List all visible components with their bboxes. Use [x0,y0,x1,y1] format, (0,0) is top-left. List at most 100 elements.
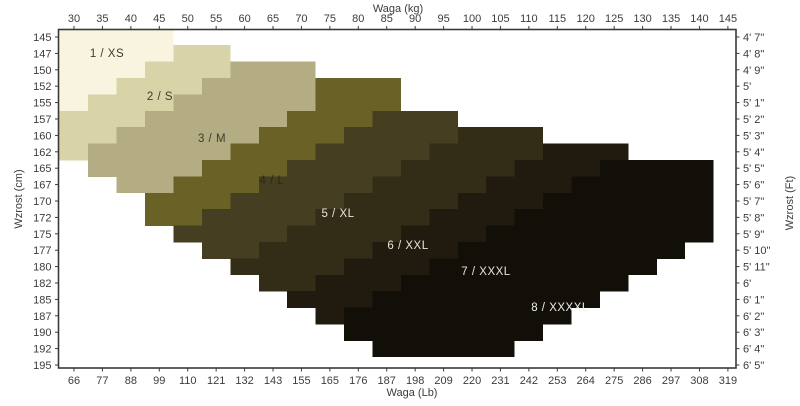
bottom-tick-label: 143 [264,375,282,387]
bottom-tick-label: 253 [548,375,566,387]
bottom-tick-label: 132 [235,375,253,387]
left-tick-label: 187 [33,311,51,323]
region-XXXXL-row-170 [543,192,714,210]
size-label-S: 2 / S [147,91,173,103]
size-label-XXXL: 7 / XXXL [461,266,510,278]
region-XXL-row-172 [315,209,430,226]
region-XXXXL-row-187 [344,307,572,325]
top-tick-label: 85 [381,13,393,25]
region-L-row-155 [315,94,401,112]
top-tick-label: 65 [267,13,279,25]
region-XXXL-row-167 [486,176,572,194]
region-XXXXL-row-177 [457,242,686,259]
region-XXL-row-160 [457,127,544,144]
region-XXXL-row-162 [543,143,629,161]
region-S-row-155 [88,94,174,112]
region-XXXL-row-177 [372,242,458,259]
right-tick-label: 5' 10" [743,245,771,257]
left-tick-label: 165 [33,163,51,175]
top-tick-label: 75 [324,13,336,25]
size-label-M: 3 / M [198,133,226,145]
region-XXL-row-170 [344,192,458,210]
bottom-axis-title: Waga (Lb) [386,387,438,399]
top-tick-label: 70 [295,13,307,25]
bottom-tick-label: 187 [378,375,396,387]
top-tick-label: 115 [549,13,567,25]
left-tick-label: 175 [33,229,51,241]
region-L-row-152 [315,78,401,95]
left-tick-label: 192 [33,344,51,356]
top-tick-label: 95 [437,13,449,25]
region-M-row-157 [145,110,288,128]
bottom-tick-label: 88 [125,375,137,387]
bottom-tick-label: 275 [605,375,623,387]
bottom-tick-label: 176 [349,375,367,387]
top-tick-label: 40 [125,13,137,25]
right-tick-label: 5' 5" [743,163,764,175]
region-S-row-160 [59,127,117,144]
right-tick-label: 5' 9" [743,229,764,241]
top-tick-label: 55 [210,13,222,25]
region-XXL-row-175 [287,225,401,243]
region-M-row-152 [201,78,316,95]
right-tick-label: 5' 1" [743,98,764,110]
region-XXXL-row-165 [514,160,600,177]
right-tick-label: 5' [743,81,751,93]
size-label-L: 4 / L [260,175,285,187]
region-XXXXL-row-180 [429,258,657,276]
region-XXXL-row-180 [344,258,430,276]
region-XXL-row-180 [230,258,345,276]
region-M-row-155 [173,94,316,112]
left-tick-label: 145 [33,32,51,44]
bottom-tick-label: 165 [321,375,339,387]
right-tick-label: 6' 2" [743,311,764,323]
region-XXXXL-row-175 [486,225,714,243]
region-XXXXL-row-182 [400,274,629,292]
right-tick-label: 5' 11" [743,262,770,274]
left-tick-label: 160 [33,130,51,142]
region-M-row-165 [88,160,202,177]
region-M-row-160 [116,127,259,144]
region-M-row-150 [230,61,316,79]
region-XXL-row-182 [258,274,316,292]
region-XXXL-row-175 [400,225,487,243]
region-XXXXL-row-167 [571,176,714,194]
top-tick-label: 110 [520,13,538,25]
bottom-tick-label: 264 [577,375,595,387]
top-tick-label: 135 [662,13,680,25]
right-tick-label: 4' 7" [743,32,764,44]
left-tick-label: 152 [33,81,51,93]
region-XXL-row-165 [400,160,515,177]
bottom-tick-label: 286 [633,375,651,387]
region-S-row-157 [59,110,146,128]
left-tick-label: 190 [33,327,51,339]
right-tick-label: 5' 4" [743,147,764,159]
region-XXXXL-row-172 [514,209,714,226]
right-tick-label: 4' 8" [743,48,764,60]
region-XL-row-172 [201,209,316,226]
left-tick-label: 162 [33,147,51,159]
left-tick-label: 170 [33,196,51,208]
region-XXL-row-162 [429,143,544,161]
region-S-row-150 [145,61,231,79]
right-tick-label: 5' 6" [743,180,764,192]
region-XS-row-147 [59,45,174,62]
bottom-tick-label: 155 [292,375,310,387]
bottom-tick-label: 77 [96,375,108,387]
region-XL-row-157 [372,110,458,128]
right-tick-label: 6' 1" [743,294,764,306]
region-XS-row-145 [59,29,174,46]
bottom-tick-label: 242 [520,375,538,387]
region-M-row-167 [116,176,174,194]
top-axis-title: Waga (kg) [372,3,424,15]
bottom-tick-label: 66 [68,375,80,387]
left-tick-label: 185 [33,294,51,306]
right-tick-label: 6' 5" [743,360,764,372]
top-tick-label: 145 [719,13,737,25]
region-XS-row-150 [59,61,146,79]
plot-border [57,28,737,369]
region-XL-row-170 [230,192,345,210]
bottom-tick-label: 220 [463,375,481,387]
